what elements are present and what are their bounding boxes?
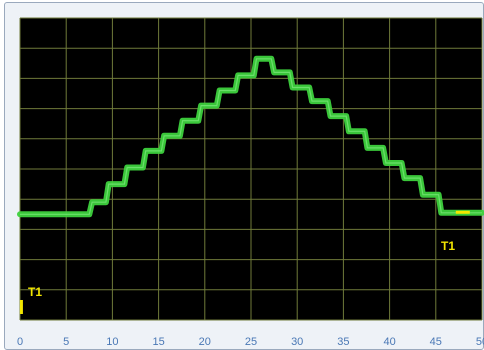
x-tick-label: 30 bbox=[291, 336, 303, 348]
t1-marker-right bbox=[455, 210, 470, 214]
x-axis: 0 5 10 15 20 25 30 35 40 45 50 bbox=[17, 336, 484, 348]
x-tick-label: 35 bbox=[337, 336, 349, 348]
t1-marker-left bbox=[19, 300, 23, 314]
trace-group bbox=[17, 55, 484, 218]
x-tick-label: 10 bbox=[106, 336, 118, 348]
t1-label-right: T1 bbox=[441, 239, 455, 253]
x-tick-label: 0 bbox=[17, 336, 23, 348]
x-tick-label: 15 bbox=[152, 336, 164, 348]
x-tick-label: 45 bbox=[430, 336, 442, 348]
x-tick-label: 5 bbox=[63, 336, 69, 348]
x-tick-label: 20 bbox=[199, 336, 211, 348]
grid bbox=[19, 17, 483, 321]
marker-group: T1 T1 bbox=[19, 210, 470, 314]
t1-label-left: T1 bbox=[28, 285, 42, 299]
x-tick-label: 50 bbox=[476, 336, 484, 348]
x-tick-label: 25 bbox=[245, 336, 257, 348]
x-tick-label: 40 bbox=[383, 336, 395, 348]
waveform-trace-highlight bbox=[20, 58, 482, 215]
